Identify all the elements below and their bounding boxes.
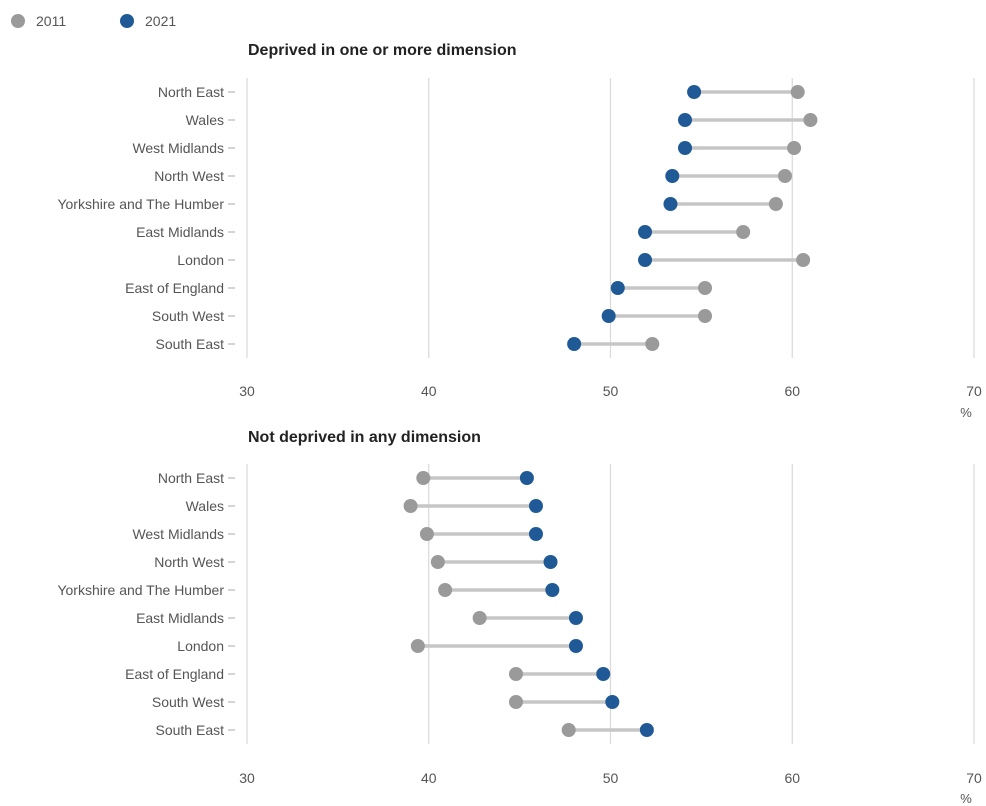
category-label: South West	[152, 694, 224, 710]
category-label: London	[177, 638, 224, 654]
point-2011	[430, 555, 445, 569]
x-tick-label: 40	[421, 770, 437, 786]
point-2021	[528, 527, 543, 541]
point-2021	[687, 85, 702, 99]
x-tick-label: 50	[603, 383, 619, 399]
point-2011	[803, 113, 818, 127]
point-2021	[568, 611, 583, 625]
category-label: East of England	[125, 280, 224, 296]
chart-title: Deprived in one or more dimension	[248, 42, 517, 59]
point-2021	[638, 225, 653, 239]
point-2011	[768, 197, 783, 211]
category-label: East Midlands	[136, 224, 224, 240]
x-tick-label: 60	[784, 770, 800, 786]
point-2021	[639, 723, 654, 737]
point-2011	[790, 85, 805, 99]
category-label: North East	[158, 84, 224, 100]
point-2011	[438, 583, 453, 597]
category-label: London	[177, 252, 224, 268]
legend-label-2021: 2021	[145, 13, 176, 29]
point-2011	[508, 695, 523, 709]
category-label: North West	[154, 554, 224, 570]
point-2021	[519, 471, 534, 485]
x-tick-label: 50	[603, 770, 619, 786]
point-2021	[528, 499, 543, 513]
x-tick-label: 70	[966, 770, 982, 786]
point-2011	[698, 309, 713, 323]
point-2011	[777, 169, 792, 183]
point-2021	[601, 309, 616, 323]
point-2011	[508, 667, 523, 681]
x-axis-unit-label: %	[960, 791, 972, 806]
point-2021	[605, 695, 620, 709]
category-label: East Midlands	[136, 610, 224, 626]
legend-label-2011: 2011	[36, 13, 66, 29]
point-2021	[596, 667, 611, 681]
point-2021	[567, 337, 582, 351]
panel-deprived: Deprived in one or more dimension 30 40 50 6…	[57, 42, 982, 420]
category-label: North East	[158, 470, 224, 486]
point-2021	[678, 113, 693, 127]
legend-marker-2011	[11, 14, 25, 28]
category-label: West Midlands	[132, 140, 224, 156]
point-2021	[545, 583, 560, 597]
category-label: South West	[152, 308, 224, 324]
point-2021	[678, 141, 693, 155]
point-2011	[796, 253, 811, 267]
point-2011	[561, 723, 576, 737]
point-2011	[472, 611, 487, 625]
category-label: Yorkshire and The Humber	[57, 196, 224, 212]
category-label: East of England	[125, 666, 224, 682]
category-label: Wales	[186, 112, 224, 128]
point-2021	[665, 169, 680, 183]
x-tick-label: 60	[784, 383, 800, 399]
x-tick-label: 30	[239, 770, 255, 786]
x-tick-label: 40	[421, 383, 437, 399]
point-2011	[736, 225, 751, 239]
category-label: Yorkshire and The Humber	[57, 582, 224, 598]
x-axis-unit-label: %	[960, 405, 972, 420]
category-label: Wales	[186, 498, 224, 514]
point-2021	[610, 281, 625, 295]
legend: 2011 2021	[11, 13, 176, 29]
point-2011	[787, 141, 802, 155]
category-label: South East	[156, 336, 225, 352]
point-2011	[645, 337, 660, 351]
legend-marker-2021	[120, 14, 134, 28]
point-2021	[638, 253, 653, 267]
point-2021	[568, 639, 583, 653]
x-tick-label: 30	[239, 383, 255, 399]
point-2021	[663, 197, 678, 211]
point-2011	[416, 471, 431, 485]
panel-not-deprived: Not deprived in any dimension 30 40 50 60 70%…	[57, 429, 982, 806]
point-2011	[410, 639, 425, 653]
point-2011	[403, 499, 418, 513]
x-tick-label: 70	[966, 383, 982, 399]
point-2011	[419, 527, 434, 541]
category-label: South East	[156, 722, 225, 738]
chart-title: Not deprived in any dimension	[248, 429, 481, 446]
point-2021	[543, 555, 558, 569]
point-2011	[698, 281, 713, 295]
category-label: North West	[154, 168, 224, 184]
category-label: West Midlands	[132, 526, 224, 542]
